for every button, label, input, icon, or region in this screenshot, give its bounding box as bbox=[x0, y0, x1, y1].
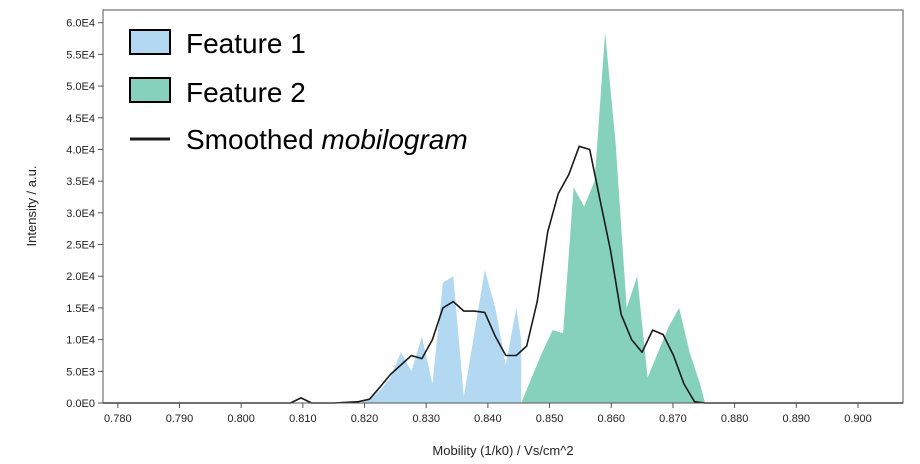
x-tick-label: 0.880 bbox=[721, 413, 749, 425]
x-tick-label: 0.850 bbox=[536, 413, 564, 425]
x-tick-label: 0.840 bbox=[474, 413, 502, 425]
legend-label-feature-2: Feature 2 bbox=[186, 77, 306, 108]
y-axis-title: Intensity / a.u. bbox=[24, 166, 39, 247]
line-smoothed-mobilogram bbox=[103, 145, 903, 404]
legend: Feature 1 Feature 2 Smoothed mobilogram bbox=[129, 28, 468, 155]
legend-swatch-feature-1 bbox=[129, 29, 171, 55]
y-tick-label: 2.5E4 bbox=[66, 240, 95, 252]
y-tick-label: 3.5E4 bbox=[66, 176, 95, 188]
y-tick-label: 4.5E4 bbox=[66, 113, 95, 125]
area-feature-1 bbox=[103, 269, 903, 403]
y-tick-label: 6.0E4 bbox=[66, 18, 95, 30]
legend-label-smoothed-text: Smoothed bbox=[186, 124, 321, 155]
x-tick-label: 0.870 bbox=[659, 413, 687, 425]
x-tick-label: 0.790 bbox=[166, 413, 194, 425]
x-tick-label: 0.860 bbox=[597, 413, 625, 425]
x-tick-label: 0.900 bbox=[844, 413, 872, 425]
y-tick-label: 1.0E4 bbox=[66, 335, 95, 347]
y-tick-label: 5.0E3 bbox=[66, 366, 95, 378]
x-tick-label: 0.780 bbox=[104, 413, 132, 425]
x-tick-label: 0.890 bbox=[783, 413, 811, 425]
x-tick-label: 0.800 bbox=[227, 413, 255, 425]
y-tick-label: 3.0E4 bbox=[66, 208, 95, 220]
axes-layer: 0.780 0.790 0.800 0.810 0.820 0.830 0.840 0.850… bbox=[66, 10, 903, 425]
x-axis-title: Mobility (1/k0) / Vs/cm^2 bbox=[432, 443, 573, 458]
x-tick-label: 0.830 bbox=[412, 413, 440, 425]
legend-label-smoothed-mobilogram: Smoothed mobilogram bbox=[186, 124, 468, 155]
x-tick-label: 0.810 bbox=[289, 413, 317, 425]
y-tick-label: 5.0E4 bbox=[66, 81, 95, 93]
legend-label-feature-1: Feature 1 bbox=[186, 28, 306, 59]
legend-swatch-feature-2 bbox=[129, 77, 171, 103]
y-tick-label: 0.0E0 bbox=[66, 398, 95, 410]
legend-label-mobilogram-italic: mobilogram bbox=[321, 124, 467, 155]
y-tick-label: 4.0E4 bbox=[66, 144, 95, 156]
y-tick-label: 5.5E4 bbox=[66, 49, 95, 61]
x-tick-label: 0.820 bbox=[351, 413, 379, 425]
y-tick-label: 1.5E4 bbox=[66, 303, 95, 315]
y-tick-label: 2.0E4 bbox=[66, 271, 95, 283]
series-layer bbox=[103, 32, 903, 404]
